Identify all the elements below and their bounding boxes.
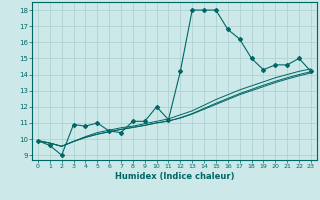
X-axis label: Humidex (Indice chaleur): Humidex (Indice chaleur) [115,172,234,181]
